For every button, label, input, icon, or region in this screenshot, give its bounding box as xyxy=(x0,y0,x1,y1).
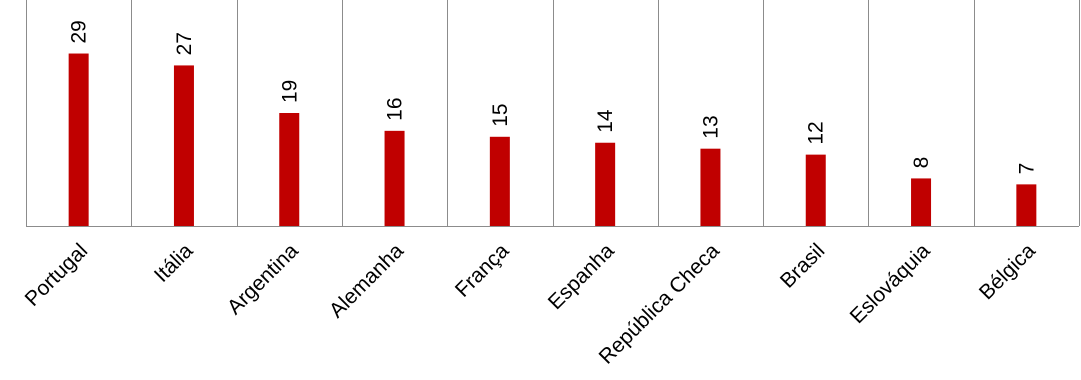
bar xyxy=(279,113,300,226)
value-label: 16 xyxy=(384,97,407,120)
value-label: 29 xyxy=(68,20,91,43)
category-label: Itália xyxy=(150,239,198,287)
category-label: Bélgica xyxy=(975,239,1040,304)
value-label: 15 xyxy=(489,103,512,126)
bar xyxy=(1016,184,1037,226)
bar xyxy=(805,154,826,226)
bar xyxy=(489,136,510,226)
bar xyxy=(700,148,721,226)
category-label: Argentina xyxy=(223,239,303,319)
category-label: Brasil xyxy=(776,239,829,292)
category-label: Eslováquia xyxy=(846,239,935,328)
value-label: 19 xyxy=(278,80,301,103)
category-label: França xyxy=(451,239,514,302)
value-label: 7 xyxy=(1015,163,1038,175)
category-label: Portugal xyxy=(21,239,93,311)
value-label: 12 xyxy=(805,121,828,144)
value-label: 8 xyxy=(910,157,933,169)
category-label: Alemanha xyxy=(325,239,408,322)
category-gridlines xyxy=(26,0,1080,226)
category-label: Espanha xyxy=(544,239,619,314)
value-label: 14 xyxy=(594,109,617,133)
bars xyxy=(68,53,1037,226)
bar xyxy=(384,130,405,226)
bar xyxy=(595,142,616,226)
value-labels: 29 27 19 16 15 14 13 12 8 7 xyxy=(68,20,1039,174)
category-labels: Portugal Itália Argentina Alemanha França Esp… xyxy=(21,239,1040,369)
bar xyxy=(911,178,932,226)
value-label: 27 xyxy=(173,32,196,55)
value-label: 13 xyxy=(699,115,722,138)
bar xyxy=(173,65,194,226)
bar xyxy=(68,53,89,226)
